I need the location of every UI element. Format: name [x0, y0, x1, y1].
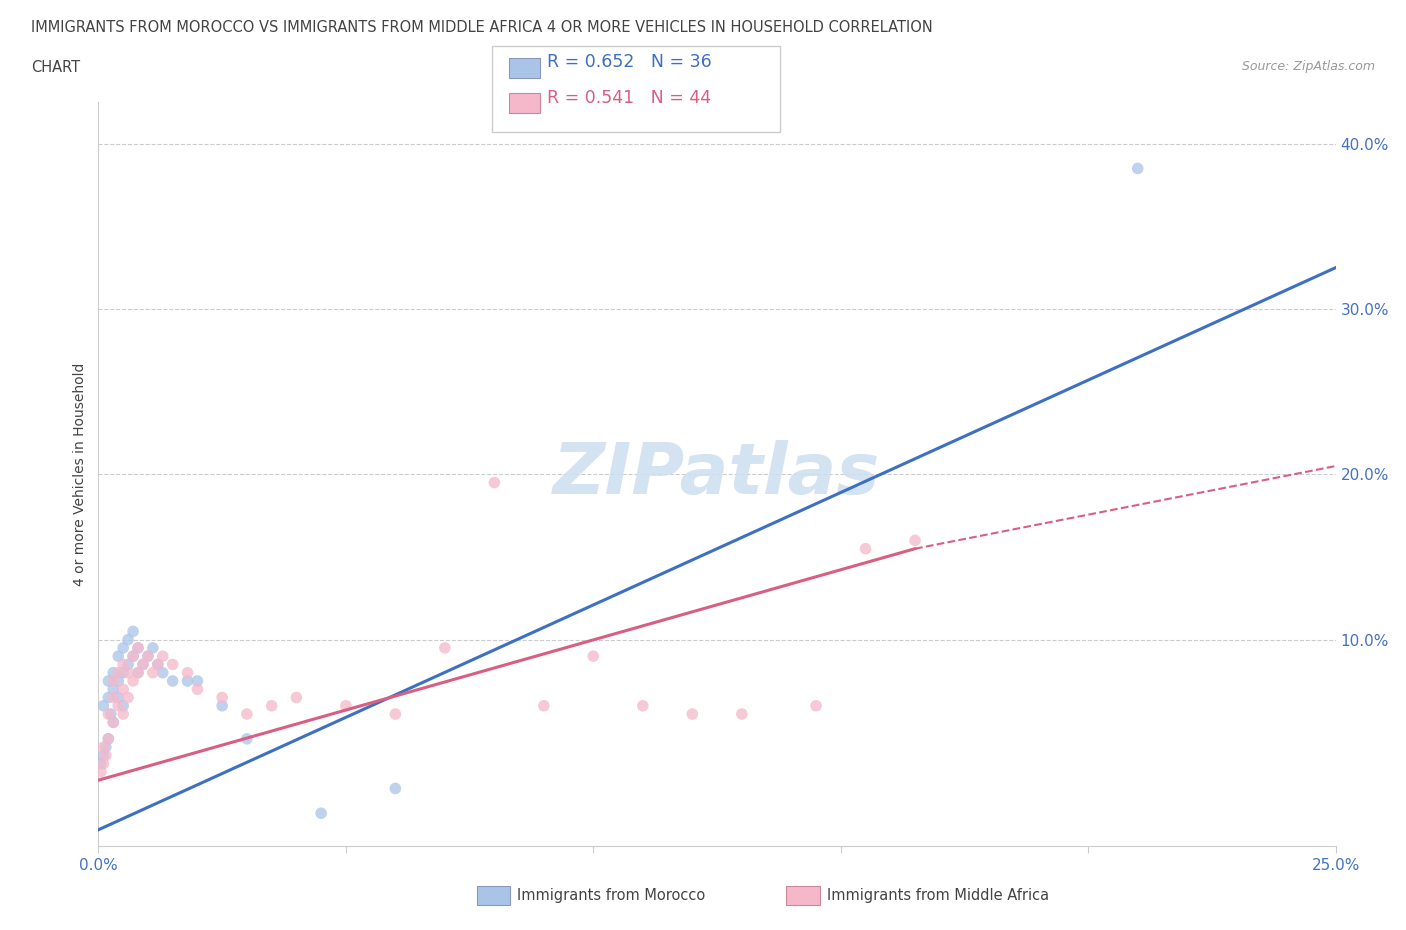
Point	[533, 698, 555, 713]
Point	[122, 624, 145, 639]
Point	[132, 657, 155, 671]
Point	[236, 707, 259, 722]
Point	[433, 641, 456, 656]
Point	[103, 715, 125, 730]
Point	[122, 649, 145, 664]
Point	[804, 698, 827, 713]
Point	[855, 541, 877, 556]
Point	[117, 657, 139, 671]
Point	[112, 682, 135, 697]
Point	[103, 682, 125, 697]
Point	[103, 673, 125, 688]
Point	[484, 475, 506, 490]
Point	[122, 649, 145, 664]
Point	[236, 731, 259, 746]
Point	[107, 698, 129, 713]
Point	[731, 707, 754, 722]
Point	[112, 698, 135, 713]
Point	[103, 715, 125, 730]
Y-axis label: 4 or more Vehicles in Household: 4 or more Vehicles in Household	[73, 363, 87, 586]
Point	[142, 665, 165, 680]
Point	[309, 805, 332, 820]
Point	[112, 665, 135, 680]
Point	[384, 781, 406, 796]
Point	[112, 657, 135, 671]
Point	[93, 748, 115, 763]
Point	[211, 690, 233, 705]
Point	[152, 665, 174, 680]
Point	[93, 756, 115, 771]
Point	[97, 707, 120, 722]
Point	[93, 698, 115, 713]
Point	[681, 707, 703, 722]
Point	[117, 665, 139, 680]
Point	[260, 698, 283, 713]
Point	[211, 698, 233, 713]
Point	[127, 641, 149, 656]
Point	[384, 707, 406, 722]
Point	[127, 665, 149, 680]
Point	[1126, 161, 1149, 176]
Point	[107, 665, 129, 680]
Point	[93, 739, 115, 754]
Text: ZIPatlas: ZIPatlas	[554, 440, 880, 509]
Text: Immigrants from Morocco: Immigrants from Morocco	[517, 888, 706, 903]
Point	[97, 673, 120, 688]
Point	[176, 673, 198, 688]
Text: R = 0.652   N = 36: R = 0.652 N = 36	[547, 53, 711, 72]
Point	[103, 665, 125, 680]
Point	[176, 665, 198, 680]
Point	[142, 641, 165, 656]
Point	[94, 748, 117, 763]
Point	[186, 682, 208, 697]
Point	[117, 632, 139, 647]
Point	[90, 764, 112, 779]
Point	[136, 649, 159, 664]
Point	[97, 731, 120, 746]
Point	[103, 690, 125, 705]
Point	[100, 707, 122, 722]
Text: R = 0.541   N = 44: R = 0.541 N = 44	[547, 88, 711, 107]
Point	[90, 756, 112, 771]
Point	[127, 665, 149, 680]
Point	[146, 657, 169, 671]
Point	[112, 641, 135, 656]
Point	[127, 641, 149, 656]
Point	[186, 673, 208, 688]
Point	[335, 698, 357, 713]
Point	[146, 657, 169, 671]
Point	[582, 649, 605, 664]
Point	[136, 649, 159, 664]
Point	[152, 649, 174, 664]
Point	[107, 649, 129, 664]
Point	[107, 690, 129, 705]
Point	[117, 690, 139, 705]
Text: IMMIGRANTS FROM MOROCCO VS IMMIGRANTS FROM MIDDLE AFRICA 4 OR MORE VEHICLES IN H: IMMIGRANTS FROM MOROCCO VS IMMIGRANTS FR…	[31, 20, 932, 35]
Point	[122, 673, 145, 688]
Text: CHART: CHART	[31, 60, 80, 75]
Point	[94, 739, 117, 754]
Point	[132, 657, 155, 671]
Point	[162, 673, 184, 688]
Point	[162, 657, 184, 671]
Point	[97, 731, 120, 746]
Point	[112, 707, 135, 722]
Point	[285, 690, 308, 705]
Point	[107, 673, 129, 688]
Point	[631, 698, 654, 713]
Text: Source: ZipAtlas.com: Source: ZipAtlas.com	[1241, 60, 1375, 73]
Text: Immigrants from Middle Africa: Immigrants from Middle Africa	[827, 888, 1049, 903]
Point	[97, 690, 120, 705]
Point	[904, 533, 927, 548]
